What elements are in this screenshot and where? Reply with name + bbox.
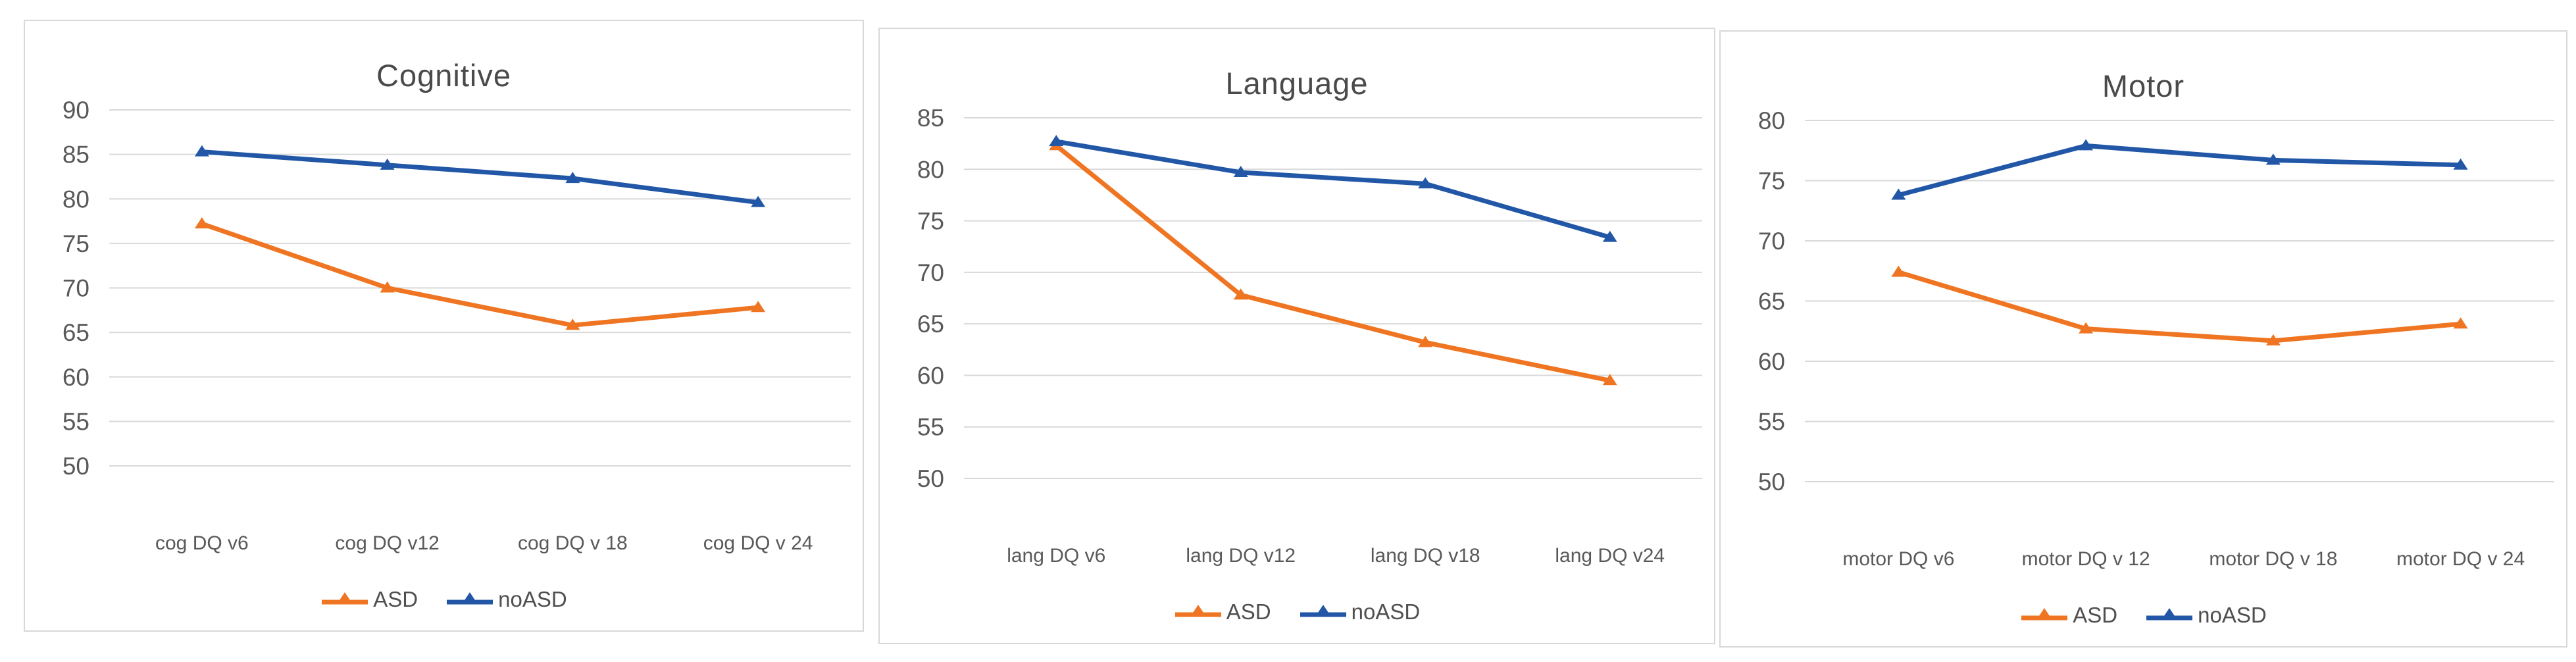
y-tick-label: 60: [1758, 348, 1785, 375]
legend-label-asd: ASD: [1226, 599, 1271, 624]
y-tick-label: 75: [1758, 168, 1785, 195]
line-chart-language: 50 55 60 65 70 75 80 85 lang DQ v6 lang DQ v12 lan…: [917, 105, 1702, 567]
x-category-label: cog DQ v12: [335, 532, 439, 554]
chart-legend-language: ASD noASD: [880, 580, 1714, 643]
point-marker-noasd: [194, 145, 209, 157]
x-category-label: motor DQ v 12: [2022, 548, 2150, 570]
y-tick-label: 65: [63, 319, 89, 346]
y-tick-label: 55: [63, 408, 89, 435]
x-category-label: cog DQ v6: [155, 532, 249, 554]
y-tick-label: 85: [917, 105, 944, 132]
y-tick-label: 55: [1758, 409, 1785, 436]
point-marker-asd: [2453, 317, 2468, 329]
point-marker-noasd: [2265, 153, 2281, 165]
point-marker-asd: [194, 217, 209, 229]
y-tick-label: 80: [1758, 107, 1785, 134]
x-category-label: motor DQ v6: [1842, 548, 1954, 570]
y-tick-label: 75: [917, 208, 944, 235]
legend-label-asd: ASD: [2073, 602, 2118, 627]
noasd-line-marker-icon: [1300, 604, 1346, 617]
point-marker-noasd: [2453, 158, 2468, 170]
chart-title-motor: Motor: [2102, 68, 2185, 103]
legend-label-noasd: noASD: [498, 586, 567, 611]
point-marker-noasd: [1049, 135, 1064, 147]
legend-item-asd: ASD: [2020, 603, 2117, 628]
point-marker-asd: [565, 318, 580, 330]
asd-line-marker-icon: [1174, 604, 1221, 617]
y-tick-label: 50: [917, 465, 944, 492]
point-marker-noasd: [1602, 230, 1617, 242]
y-tick-label: 75: [63, 230, 89, 257]
point-marker-asd: [2079, 322, 2094, 334]
legend-item-noasd: noASD: [2145, 603, 2267, 628]
x-category-label: cog DQ v 24: [703, 532, 813, 554]
y-tick-label: 80: [63, 186, 89, 213]
x-category-label: lang DQ v18: [1371, 545, 1480, 567]
legend-label-noasd: noASD: [2198, 602, 2267, 627]
chart-panel-motor: Motor 50 55 60 65 70 75 80 motor DQ v6 motor DQ …: [1719, 30, 2567, 648]
asd-line-marker-icon: [322, 592, 368, 604]
y-tick-label: 70: [1758, 228, 1785, 255]
legend-label-noasd: noASD: [1351, 599, 1421, 624]
point-marker-noasd: [2079, 139, 2094, 151]
x-category-label: cog DQ v 18: [518, 532, 628, 554]
y-tick-label: 90: [63, 97, 89, 124]
y-tick-label: 80: [917, 156, 944, 183]
point-marker-noasd: [1233, 165, 1248, 177]
series-line-asd: [1053, 143, 1613, 383]
asd-line-marker-icon: [2021, 607, 2068, 620]
point-marker-asd: [380, 281, 395, 293]
noasd-line-marker-icon: [2146, 607, 2193, 620]
x-category-label: lang DQ v12: [1186, 545, 1296, 567]
y-tick-label: 65: [1758, 288, 1785, 315]
series-line-asd: [199, 221, 761, 328]
legend-item-asd: ASD: [320, 587, 418, 612]
chart-panel-language: Language 50 55 60 65 70 75 80 85 lang DQ v6 lang …: [878, 28, 1715, 644]
x-category-label: motor DQ v 18: [2209, 548, 2337, 570]
chart-title-cognitive: Cognitive: [376, 58, 511, 93]
series-line-noasd: [199, 149, 761, 205]
point-marker-asd: [1418, 336, 1433, 347]
y-tick-label: 50: [63, 453, 89, 480]
legend-item-asd: ASD: [1174, 599, 1271, 624]
x-category-label: lang DQ v24: [1555, 545, 1665, 567]
point-marker-noasd: [751, 195, 766, 207]
line-chart-motor: 50 55 60 65 70 75 80 motor DQ v6 motor DQ v 12 mo…: [1758, 107, 2554, 570]
series-line-noasd: [1896, 143, 2463, 197]
y-tick-label: 50: [1758, 469, 1785, 496]
point-marker-asd: [2265, 334, 2281, 345]
x-category-label: motor DQ v 24: [2396, 548, 2525, 570]
y-tick-label: 55: [917, 414, 944, 441]
point-marker-noasd: [1891, 188, 1906, 200]
chart-legend-cognitive: ASD noASD: [25, 568, 863, 630]
legend-item-noasd: noASD: [445, 587, 567, 612]
point-marker-noasd: [565, 172, 580, 184]
point-marker-asd: [1602, 374, 1617, 386]
chart-title-language: Language: [1225, 66, 1369, 101]
series-line-noasd: [1053, 139, 1613, 240]
x-category-label: lang DQ v6: [1007, 545, 1105, 567]
legend-label-asd: ASD: [373, 586, 418, 611]
point-marker-noasd: [1418, 177, 1433, 189]
y-tick-label: 85: [63, 141, 89, 168]
series-line-asd: [1896, 270, 2463, 344]
noasd-line-marker-icon: [447, 592, 493, 604]
point-marker-asd: [1233, 288, 1248, 300]
y-tick-label: 65: [917, 311, 944, 338]
y-tick-label: 70: [63, 275, 89, 302]
point-marker-asd: [751, 301, 766, 313]
point-marker-asd: [1891, 265, 1906, 277]
y-tick-label: 70: [917, 259, 944, 286]
chart-panel-cognitive: Cognitive 50 55 60 65 70 75 80 85 90 cog DQ v6 cog…: [24, 20, 864, 632]
line-chart-cognitive: 50 55 60 65 70 75 80 85 90 cog DQ v6 cog DQ v12 cog…: [63, 97, 851, 554]
y-tick-label: 60: [63, 364, 89, 391]
legend-item-noasd: noASD: [1299, 599, 1421, 624]
point-marker-noasd: [380, 158, 395, 170]
chart-legend-motor: ASD noASD: [1721, 584, 2566, 646]
y-tick-label: 60: [917, 362, 944, 389]
